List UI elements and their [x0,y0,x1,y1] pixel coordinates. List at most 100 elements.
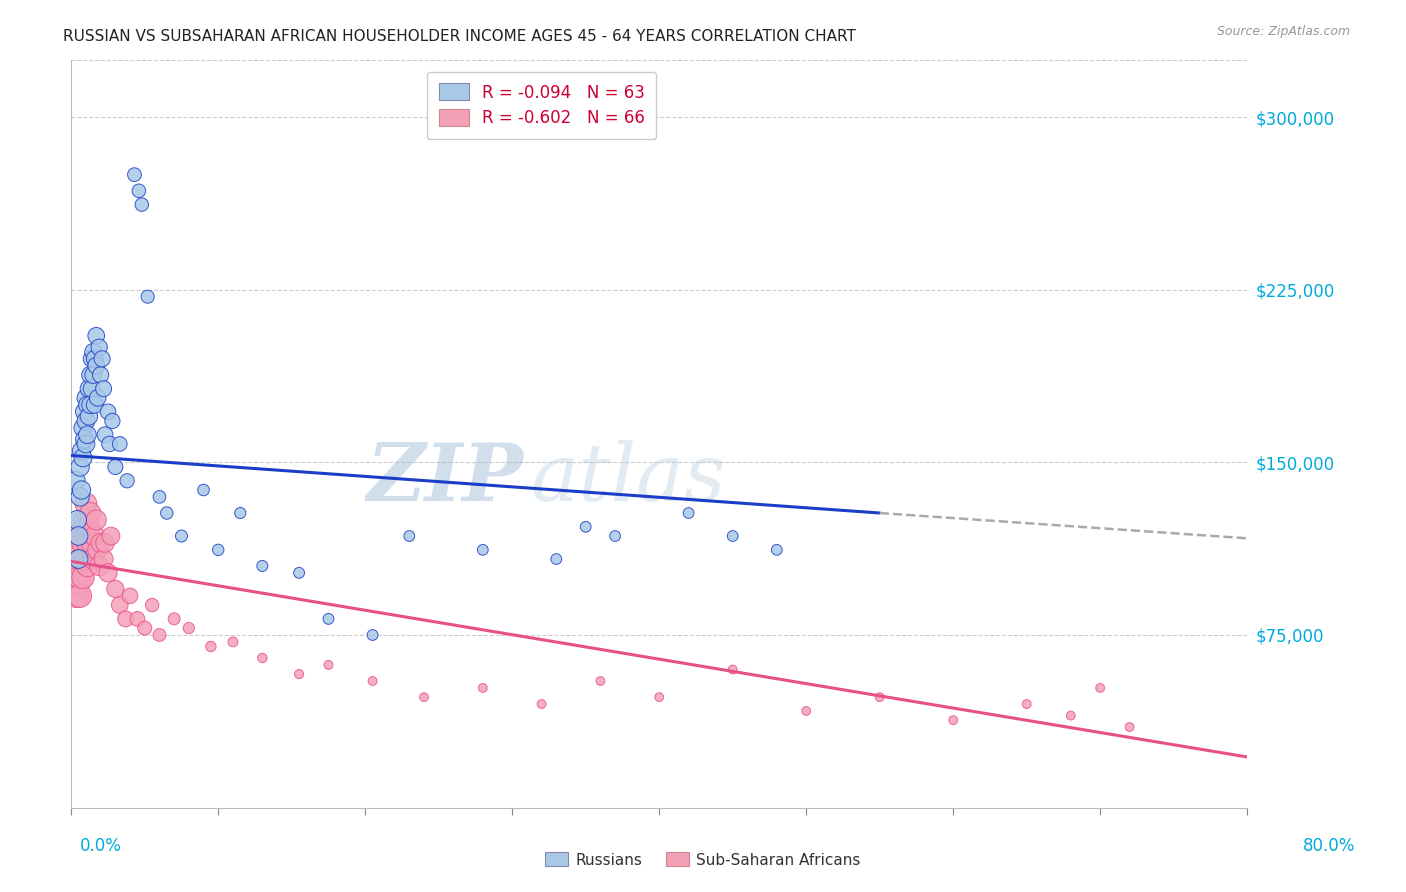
Point [200,640,222,654]
Point [75,414,97,428]
Point [91,351,114,366]
Point [108,437,131,451]
Point [288,566,311,580]
Point [148,628,170,642]
Point [80,382,103,396]
Point [72,536,94,550]
Point [721,663,744,677]
Point [127,612,149,626]
Point [67,575,90,590]
Point [869,690,891,705]
Point [118,589,141,603]
Point [66,529,89,543]
Point [75,391,97,405]
Text: atlas: atlas [530,440,725,517]
Point [648,690,671,705]
Point [361,673,384,688]
Point [98,437,121,451]
Point [73,433,96,447]
Point [80,536,103,550]
Point [76,398,98,412]
Point [69,542,91,557]
Point [83,351,105,366]
Point [90,536,112,550]
Point [104,582,127,596]
Point [65,542,87,557]
Point [721,529,744,543]
Text: Source: ZipAtlas.com: Source: ZipAtlas.com [1216,25,1350,38]
Point [252,558,274,573]
Point [66,552,89,566]
Point [73,405,96,419]
Point [170,529,193,543]
Point [141,598,163,612]
Point [1060,708,1083,723]
Point [1088,681,1111,695]
Point [93,552,115,566]
Point [193,483,215,497]
Point [678,506,700,520]
Point [136,290,159,304]
Point [69,570,91,584]
Point [131,197,153,211]
Text: 80.0%: 80.0% [1302,837,1355,855]
Point [361,628,384,642]
Point [75,529,97,543]
Point [73,513,96,527]
Point [207,542,229,557]
Point [398,529,420,543]
Point [72,421,94,435]
Point [67,529,90,543]
Point [148,490,170,504]
Point [66,513,89,527]
Point [575,520,598,534]
Point [413,690,436,705]
Point [70,443,93,458]
Point [82,552,104,566]
Point [63,570,86,584]
Point [63,552,86,566]
Point [75,437,97,451]
Point [70,483,93,497]
Point [134,621,156,635]
Point [76,427,98,442]
Point [79,368,101,382]
Point [86,542,108,557]
Point [942,713,965,727]
Point [69,460,91,475]
Point [86,391,108,405]
Point [222,635,245,649]
Point [252,651,274,665]
Point [67,536,90,550]
Point [471,681,494,695]
Point [83,398,105,412]
Point [115,474,138,488]
Point [77,409,100,424]
Point [72,570,94,584]
Point [101,414,124,428]
Point [471,542,494,557]
Point [128,184,150,198]
Point [794,704,817,718]
Point [94,427,117,442]
Text: RUSSIAN VS SUBSAHARAN AFRICAN HOUSEHOLDER INCOME AGES 45 - 64 YEARS CORRELATION : RUSSIAN VS SUBSAHARAN AFRICAN HOUSEHOLDE… [63,29,856,44]
Point [84,359,107,373]
Point [156,506,179,520]
Point [177,621,200,635]
Point [65,474,87,488]
Point [79,398,101,412]
Point [84,328,107,343]
Point [603,529,626,543]
Point [100,529,122,543]
Point [76,536,98,550]
Point [546,552,568,566]
Point [97,405,120,419]
Legend: R = -0.094   N = 63, R = -0.602   N = 66: R = -0.094 N = 63, R = -0.602 N = 66 [427,71,657,139]
Point [288,667,311,681]
Point [77,382,100,396]
Point [114,612,136,626]
Point [84,513,107,527]
Point [62,558,84,573]
Point [104,460,127,475]
Point [589,673,612,688]
